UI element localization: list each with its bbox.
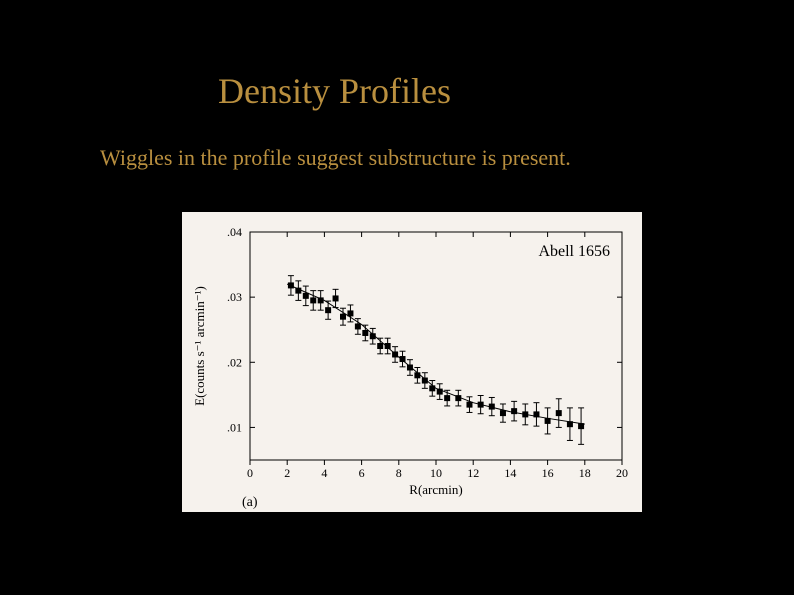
data-marker	[444, 395, 450, 401]
slide-title: Density Profiles	[218, 70, 451, 112]
y-tick-label: .03	[227, 290, 242, 304]
chart-svg: 0 2 4 6 8 10 12 14 16 18 20 .01 .02 .03 .04 R(arcmin) E(…	[182, 212, 642, 512]
panel-label: (a)	[242, 495, 258, 510]
y-tick-label: .02	[227, 355, 242, 369]
data-marker	[466, 402, 472, 408]
data-marker	[370, 333, 376, 339]
y-axis-title: E(counts s⁻¹ arcmin⁻¹)	[192, 286, 207, 406]
y-tick-label: .04	[227, 225, 242, 239]
data-marker	[556, 410, 562, 416]
data-marker	[407, 364, 413, 370]
data-marker	[578, 423, 584, 429]
data-marker	[333, 295, 339, 301]
data-marker	[414, 372, 420, 378]
x-tick-label: 0	[247, 466, 253, 480]
x-tick-label: 20	[616, 466, 628, 480]
data-marker	[400, 356, 406, 362]
data-marker	[429, 385, 435, 391]
data-marker	[478, 402, 484, 408]
x-tick-label: 6	[359, 466, 365, 480]
data-marker	[392, 351, 398, 357]
data-marker	[340, 314, 346, 320]
density-profile-chart: 0 2 4 6 8 10 12 14 16 18 20 .01 .02 .03 .04 R(arcmin) E(…	[182, 212, 642, 512]
data-marker	[377, 343, 383, 349]
x-tick-label: 10	[430, 466, 442, 480]
x-axis-title: R(arcmin)	[409, 482, 462, 497]
data-marker	[325, 307, 331, 313]
x-tick-label: 14	[504, 466, 516, 480]
x-tick-label: 16	[542, 466, 554, 480]
data-marker	[422, 378, 428, 384]
chart-title: Abell 1656	[538, 243, 610, 260]
slide: Density Profiles Wiggles in the profile …	[0, 0, 794, 595]
x-tick-label: 18	[579, 466, 591, 480]
data-marker	[347, 310, 353, 316]
data-marker	[489, 404, 495, 410]
data-marker	[303, 293, 309, 299]
data-marker	[385, 343, 391, 349]
y-tick-label: .01	[227, 420, 242, 434]
data-marker	[500, 410, 506, 416]
data-marker	[511, 408, 517, 414]
data-marker	[355, 323, 361, 329]
fit-curve	[287, 284, 585, 424]
data-marker	[318, 297, 324, 303]
data-marker	[545, 418, 551, 424]
data-marker	[522, 411, 528, 417]
data-marker	[567, 421, 573, 427]
slide-subtitle: Wiggles in the profile suggest substruct…	[100, 145, 571, 171]
x-tick-label: 12	[467, 466, 479, 480]
data-marker	[288, 282, 294, 288]
x-tick-label: 8	[396, 466, 402, 480]
data-marker	[533, 411, 539, 417]
plot-frame	[250, 232, 622, 460]
data-marker	[362, 330, 368, 336]
data-marker	[310, 297, 316, 303]
x-tick-label: 4	[321, 466, 327, 480]
data-marker	[295, 288, 301, 294]
x-tick-label: 2	[284, 466, 290, 480]
data-marker	[455, 395, 461, 401]
data-marker	[437, 389, 443, 395]
